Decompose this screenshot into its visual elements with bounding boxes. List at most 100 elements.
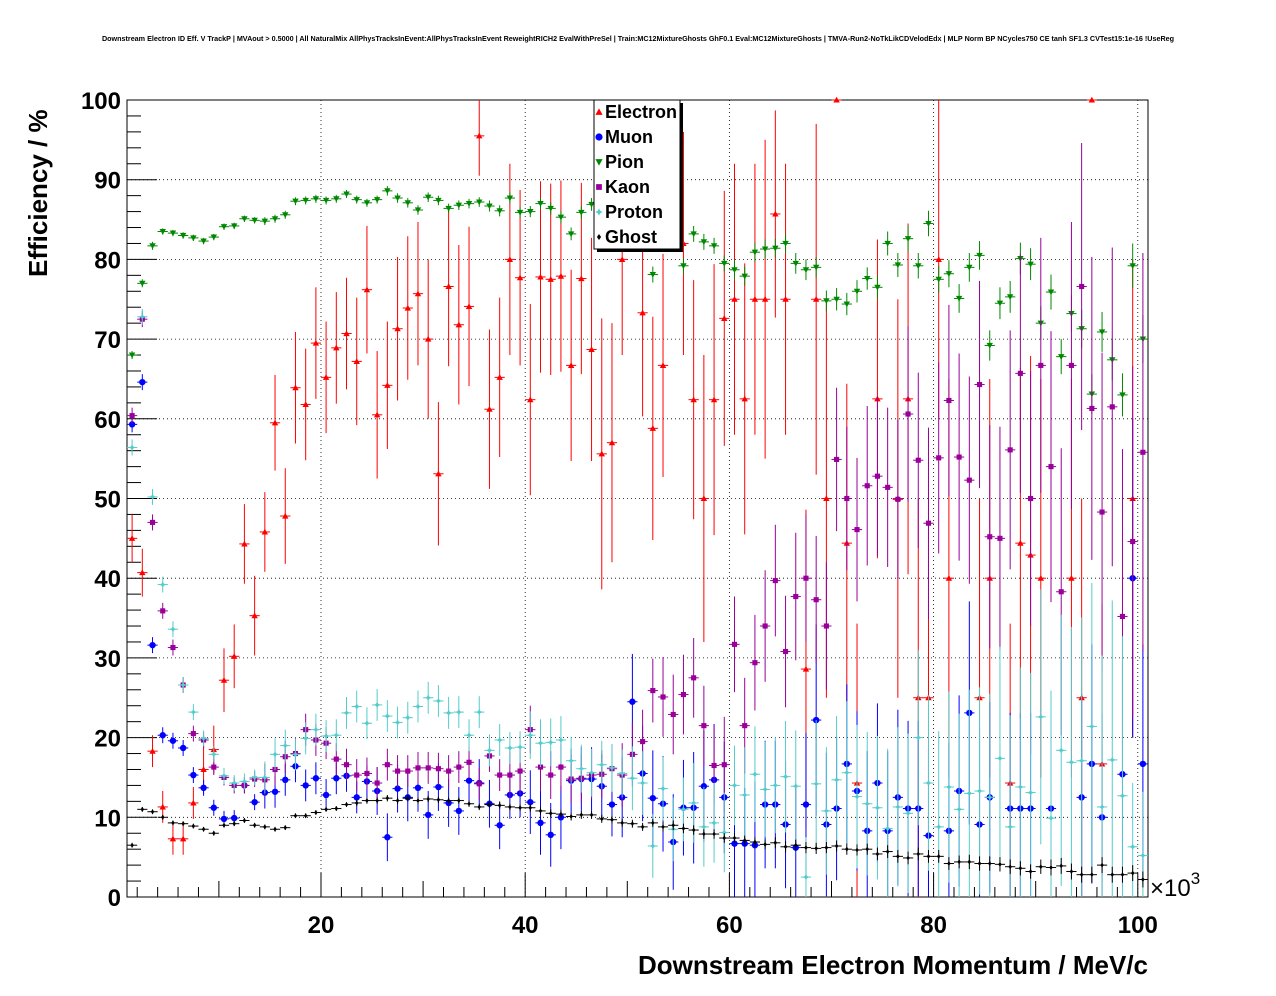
data-point [1141, 876, 1145, 882]
data-point [569, 814, 573, 820]
data-point [600, 816, 604, 822]
data-point [353, 358, 360, 364]
data-point [456, 764, 462, 770]
data-point [557, 272, 565, 279]
data-point [190, 235, 197, 242]
data-point [588, 346, 595, 353]
data-point [710, 243, 718, 250]
data-point [772, 210, 779, 217]
data-point [557, 214, 565, 221]
data-point [222, 822, 226, 828]
data-point [455, 807, 463, 815]
data-point [595, 133, 603, 141]
data-point [149, 641, 156, 649]
data-point [312, 339, 320, 346]
data-point [864, 275, 871, 282]
data-point [365, 798, 369, 804]
data-point [864, 800, 871, 807]
data-point [333, 196, 340, 203]
data-point [906, 855, 910, 861]
data-point [874, 284, 881, 291]
data-point [620, 820, 624, 826]
data-point [508, 804, 512, 810]
y-tick-label: 100 [81, 88, 121, 115]
data-point [711, 762, 717, 769]
data-point [220, 815, 228, 823]
data-point [384, 382, 391, 388]
data-point [149, 519, 156, 525]
data-point [598, 761, 605, 768]
data-point [690, 396, 697, 403]
data-point [179, 681, 187, 689]
data-point [977, 861, 982, 867]
data-point [650, 688, 656, 694]
data-point [823, 495, 830, 502]
data-point [486, 203, 493, 210]
data-point [1047, 814, 1055, 822]
data-point [741, 395, 748, 402]
data-point [936, 853, 941, 859]
data-point [680, 806, 687, 813]
data-point [424, 811, 432, 819]
data-point [1119, 613, 1126, 620]
data-point [303, 813, 308, 819]
data-point [375, 798, 379, 804]
data-point [1139, 852, 1147, 859]
data-point [579, 812, 584, 818]
data-point [894, 262, 902, 269]
data-point [588, 769, 595, 776]
data-point [302, 735, 309, 742]
data-point [588, 201, 595, 208]
data-point [589, 812, 594, 818]
data-point [435, 783, 442, 791]
data-point [762, 623, 768, 629]
data-point [241, 778, 248, 785]
data-point [947, 861, 951, 867]
legend-label: Proton [605, 202, 663, 222]
data-point [925, 520, 932, 526]
y-tick-label: 0 [108, 885, 121, 912]
data-point [374, 780, 380, 786]
data-point [385, 795, 390, 801]
data-point [1027, 789, 1034, 796]
data-point [853, 288, 861, 295]
data-point [251, 774, 258, 781]
data-point [322, 732, 330, 740]
legend-entry-muon: Muon [595, 127, 653, 147]
data-point [926, 853, 931, 859]
data-point [976, 381, 983, 388]
data-point [312, 196, 320, 203]
data-point [322, 197, 330, 204]
data-point [241, 540, 248, 547]
data-point [843, 769, 851, 776]
data-point [578, 765, 585, 772]
data-point [904, 810, 912, 817]
data-point [455, 202, 463, 209]
data-point [179, 744, 187, 752]
data-point [1007, 447, 1013, 453]
legend-entry-ghost: Ghost [596, 227, 657, 247]
data-point [405, 768, 411, 774]
data-series [127, 96, 1148, 897]
legend-entry-proton: Proton [595, 202, 663, 222]
data-point [353, 703, 360, 710]
legend-label: Kaon [605, 177, 650, 197]
data-point [732, 835, 737, 841]
data-point [731, 782, 738, 789]
data-point [1130, 870, 1135, 876]
data-point [1079, 872, 1084, 878]
data-point [537, 819, 544, 827]
data-point [823, 623, 829, 629]
data-point [1129, 843, 1136, 850]
data-point [731, 840, 738, 847]
data-point [537, 273, 544, 280]
data-point [149, 493, 156, 501]
data-point [354, 800, 359, 806]
data-point [333, 344, 340, 351]
data-point [455, 321, 463, 328]
data-point [128, 444, 136, 451]
data-point [875, 851, 880, 857]
data-point [1120, 872, 1125, 878]
data-point [996, 300, 1004, 307]
data-point [486, 406, 493, 412]
